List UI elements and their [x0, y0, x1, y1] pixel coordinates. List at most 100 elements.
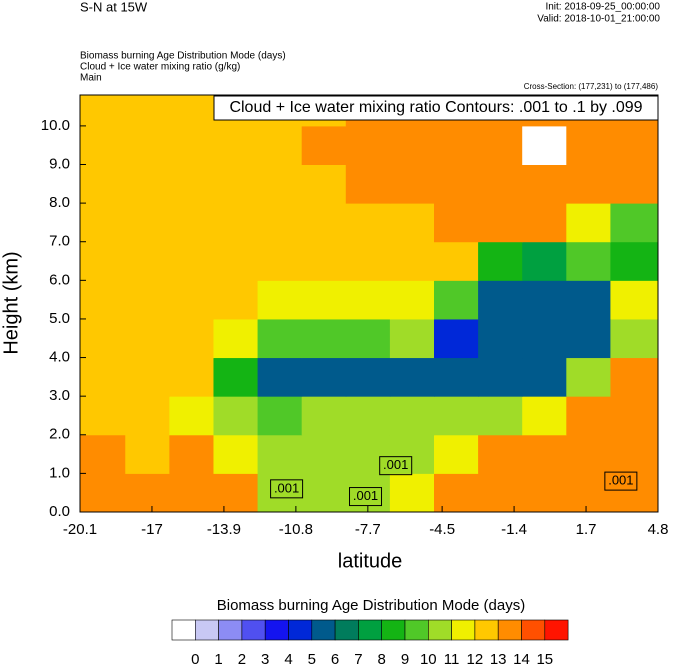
contour-cell	[566, 203, 611, 243]
colorbar-label: 4	[284, 651, 292, 668]
y-tick-label: 0.0	[49, 503, 70, 520]
contour-cell	[522, 241, 567, 281]
contour-cell	[433, 473, 479, 512]
contour-cell	[169, 164, 214, 204]
contour-cell	[80, 318, 126, 359]
contour-cell	[610, 125, 658, 165]
contour-cell	[125, 125, 170, 165]
contour-cell	[125, 203, 170, 243]
contour-cell	[522, 318, 567, 359]
contour-cell	[80, 396, 126, 436]
contour-cell	[433, 125, 479, 165]
contour-cell	[433, 434, 479, 474]
contour-cell	[478, 241, 523, 281]
colorbar-title: Biomass burning Age Distribution Mode (d…	[217, 597, 525, 614]
contour-cell	[433, 280, 479, 320]
contour-cell	[345, 357, 391, 397]
cross-section: Cross-Section: (177,231) to (177,486)	[524, 82, 659, 91]
contour-cell	[80, 473, 126, 512]
annotation-box	[213, 95, 659, 121]
colorbar-label: 8	[378, 651, 386, 668]
contour-cell	[610, 473, 658, 512]
contour-cell	[478, 318, 523, 359]
colorbar-label: 10	[420, 651, 437, 668]
colorbar-box	[218, 619, 243, 641]
contour-cell	[301, 318, 347, 359]
contour-cell	[389, 280, 435, 320]
contour-cell	[169, 357, 214, 397]
colorbar-box	[241, 619, 266, 641]
contour-cell	[610, 434, 658, 474]
y-axis-label: Height (km)	[0, 251, 22, 354]
contour-cell	[257, 125, 303, 165]
colorbar-label: 14	[513, 651, 530, 668]
x-tick-label: -4.5	[429, 521, 455, 538]
valid-time: Valid: 2018-10-01_21:00:00	[537, 14, 660, 25]
contour-cell	[566, 434, 611, 474]
contour-cell	[433, 164, 479, 204]
contour-cell	[169, 396, 214, 436]
contour-cell	[213, 164, 259, 204]
subtitle: Main	[80, 73, 102, 84]
colorbar-label: 13	[490, 651, 507, 668]
colorbar-box	[544, 619, 569, 641]
y-tick-label: 8.0	[49, 194, 70, 211]
contour-cell	[213, 396, 259, 436]
contour-cell	[478, 203, 523, 243]
contour-cell	[345, 203, 391, 243]
contour-cell	[213, 473, 259, 512]
contour-cell	[125, 95, 170, 127]
colorbar-label: 12	[467, 651, 484, 668]
colorbar-label: 11	[444, 651, 460, 668]
colorbar-label: 3	[261, 651, 269, 668]
contour-cell	[257, 164, 303, 204]
y-tick-label: 1.0	[49, 464, 70, 481]
contour-cell	[566, 396, 611, 436]
contour-cell	[213, 357, 259, 397]
contour-cell	[169, 125, 214, 165]
contour-cell	[257, 434, 303, 474]
contour-cell	[345, 125, 391, 165]
colorbar-label: 15	[536, 651, 553, 668]
contour-cell	[125, 280, 170, 320]
field	[80, 95, 658, 512]
contour-cell	[213, 318, 259, 359]
contour-cell	[389, 318, 435, 359]
colorbar-box	[404, 619, 429, 641]
colorbar-box	[264, 619, 289, 641]
contour-cell	[169, 318, 214, 359]
contour-cell	[522, 164, 567, 204]
colorbar-label: 7	[354, 651, 362, 668]
contour-cell	[389, 396, 435, 436]
colorbar-label: 6	[331, 651, 339, 668]
contour-cell	[80, 280, 126, 320]
colorbar-box	[311, 619, 336, 641]
contour-cell	[301, 125, 347, 165]
contour-cell	[80, 125, 126, 165]
contour-cell	[433, 318, 479, 359]
contour-cell	[169, 280, 214, 320]
contour-cell	[301, 473, 347, 512]
plot-frame	[79, 94, 659, 513]
contour-cell	[522, 125, 567, 165]
contour-label-box	[270, 479, 304, 499]
contour-cell	[610, 357, 658, 397]
contour-cell	[257, 357, 303, 397]
x-tick-label: -13.9	[207, 521, 241, 538]
x-tick-label: -10.8	[279, 521, 313, 538]
contour-cell	[301, 241, 347, 281]
contour-label-box	[379, 456, 413, 476]
colorbar-box	[451, 619, 476, 641]
contour-label-box	[604, 471, 638, 491]
x-tick-label: -17	[141, 521, 163, 538]
colorbar-box	[195, 619, 219, 641]
contour-cell	[125, 473, 170, 512]
contour-cell	[80, 357, 126, 397]
contour-cell	[433, 241, 479, 281]
contour-cell	[522, 280, 567, 320]
colorbar-label: 1	[214, 651, 222, 668]
y-tick-label: 5.0	[49, 310, 70, 327]
colorbar-box	[474, 619, 499, 641]
contour-cell	[433, 203, 479, 243]
